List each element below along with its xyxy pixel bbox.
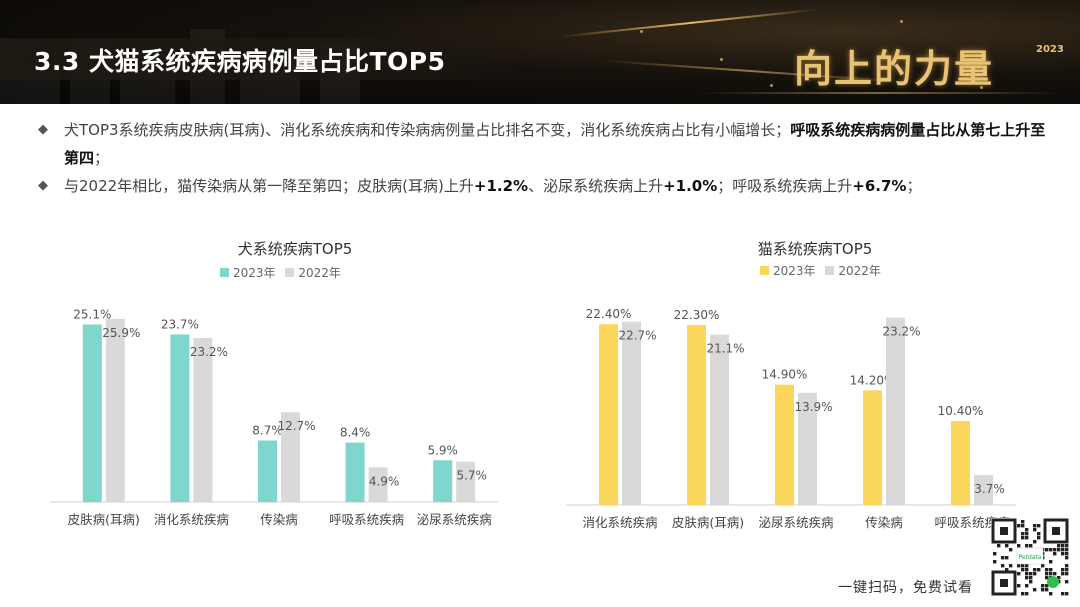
diamond-bullet-icon: ◆ [38,178,48,193]
data-label: 25.1% [73,308,111,322]
bullet-segment-bold: 呼吸系统疾病病例量占比从第七上升至第四 [64,121,1046,167]
legend-item-2022: 2022年 [285,266,341,280]
category-tick-label: 呼吸系统疾病 [934,515,1009,530]
category-tick-label: 皮肤病(耳病) [68,512,140,527]
category-tick-label: 传染病 [260,512,298,527]
data-label: 14.90% [762,368,808,382]
bar-2023 [258,440,277,502]
bullet-segment: ； [906,177,922,195]
data-label: 8.7% [252,423,283,437]
brand-logo: 向上的力量 [794,46,995,91]
data-label: 5.7% [456,469,487,483]
bar-2023 [599,324,618,505]
category-tick-label: 消化系统疾病 [154,512,229,527]
data-label: 10.40% [938,404,984,418]
diamond-bullet-icon: ◆ [38,122,48,137]
bullet-segment: 与2022年相比，猫传染病从第一降至第四；皮肤病(耳病)上升 [64,177,474,195]
legend-label: 2022年 [838,264,881,278]
bar-2023 [345,442,365,502]
bar-2022 [193,337,213,502]
data-label: 5.9% [427,443,458,457]
bullet-segment: 犬TOP3系统疾病皮肤病(耳病)、消化系统疾病和传染病病例量占比排名不变，消化系… [64,121,791,139]
bar-2022 [798,392,817,505]
category-tick-label: 泌尿系统疾病 [417,512,492,527]
bullet-text: 与2022年相比，猫传染病从第一降至第四；皮肤病(耳病)上升+1.2%、泌尿系统… [64,172,1048,200]
data-label: 22.7% [618,329,656,343]
data-label: 23.2% [190,345,228,359]
legend-label: 2023年 [233,266,276,280]
category-tick-label: 皮肤病(耳病) [672,515,744,530]
legend-item-2023: 2023年 [220,266,276,280]
summary-bullet-1: ◆ 犬TOP3系统疾病皮肤病(耳病)、消化系统疾病和传染病病例量占比排名不变，消… [38,116,1048,172]
cat-chart-legend: 2023年 2022年 [760,262,887,279]
category-tick-label: 呼吸系统疾病 [329,512,404,527]
bar-2022 [710,334,729,505]
bar-2022 [974,475,993,505]
bar-2022 [368,467,388,502]
title-backdrop [0,38,520,80]
legend-swatch [825,266,835,275]
data-label: 14.20% [850,373,896,387]
bullet-segment: ；呼吸系统疾病上升 [717,177,853,195]
legend-item-2023: 2023年 [760,264,816,278]
bar-2022 [456,461,476,502]
page-title: 3.3 犬猫系统疾病病例量占比TOP5 [34,47,446,76]
data-label: 23.2% [882,325,920,339]
data-label: 8.4% [340,426,371,440]
data-label: 21.1% [706,342,744,356]
scan-cta-text: 一键扫码，免费试看 [838,580,973,596]
cat-bar-chart: 22.40% 22.7% 消化系统疾病 22.30% 21.1% 皮肤病(耳病) 14.90… [566,307,1016,530]
data-label: 22.30% [674,308,720,322]
legend-swatch [220,268,229,277]
data-label: 23.7% [161,317,199,331]
bullet-segment: ； [94,149,110,167]
data-label: 12.7% [277,419,315,433]
data-label: 13.9% [794,400,832,414]
bullet-segment-bold: +6.7% [852,177,907,195]
bar-2023 [170,334,190,502]
bullet-segment: 、泌尿系统疾病上升 [528,177,664,195]
bar-2023 [82,324,102,502]
bar-2022 [886,317,905,505]
bar-2022 [105,318,125,502]
data-label: 3.7% [974,482,1005,496]
data-label: 22.40% [586,307,632,321]
legend-swatch [760,266,769,275]
bullet-segment-bold: +1.2% [473,177,529,195]
header-banner: 3.3 犬猫系统疾病病例量占比TOP5 向上的力量 2023 [0,0,1080,104]
bar-2023 [433,460,453,502]
summary-bullet-2: ◆ 与2022年相比，猫传染病从第一降至第四；皮肤病(耳病)上升+1.2%、泌尿… [38,172,1048,200]
legend-item-2022: 2022年 [825,264,881,278]
category-tick-label: 消化系统疾病 [582,515,657,530]
legend-label: 2022年 [298,266,341,280]
bar-2023 [775,384,794,505]
category-tick-label: 传染病 [865,515,903,530]
data-label: 4.9% [369,474,400,488]
bar-2023 [687,324,706,505]
legend-swatch [285,268,295,277]
bar-2022 [281,412,300,502]
category-tick-label: 泌尿系统疾病 [758,515,833,530]
dog-bar-chart: 25.1% 25.9% 皮肤病(耳病) 23.7% 23.2% 消化系统疾病 8.7%12.… [50,308,498,527]
dog-chart-title: 犬系统疾病TOP5 [237,240,353,258]
bar-2022 [622,321,641,505]
bullet-segment-bold: +1.0% [663,177,718,195]
bullet-text: 犬TOP3系统疾病皮肤病(耳病)、消化系统疾病和传染病病例量占比排名不变，消化系… [64,116,1048,172]
brand-logo-year: 2023 [1036,44,1064,55]
qr-code-icon[interactable]: Petdata [991,518,1069,596]
data-label: 25.9% [102,326,140,340]
legend-label: 2023年 [773,264,816,278]
qr-label: Petdata [1019,554,1042,561]
bar-2023 [863,390,882,505]
bar-2023 [951,421,970,505]
cat-chart-title: 猫系统疾病TOP5 [757,240,873,258]
dog-chart-legend: 2023年 2022年 [220,264,347,281]
